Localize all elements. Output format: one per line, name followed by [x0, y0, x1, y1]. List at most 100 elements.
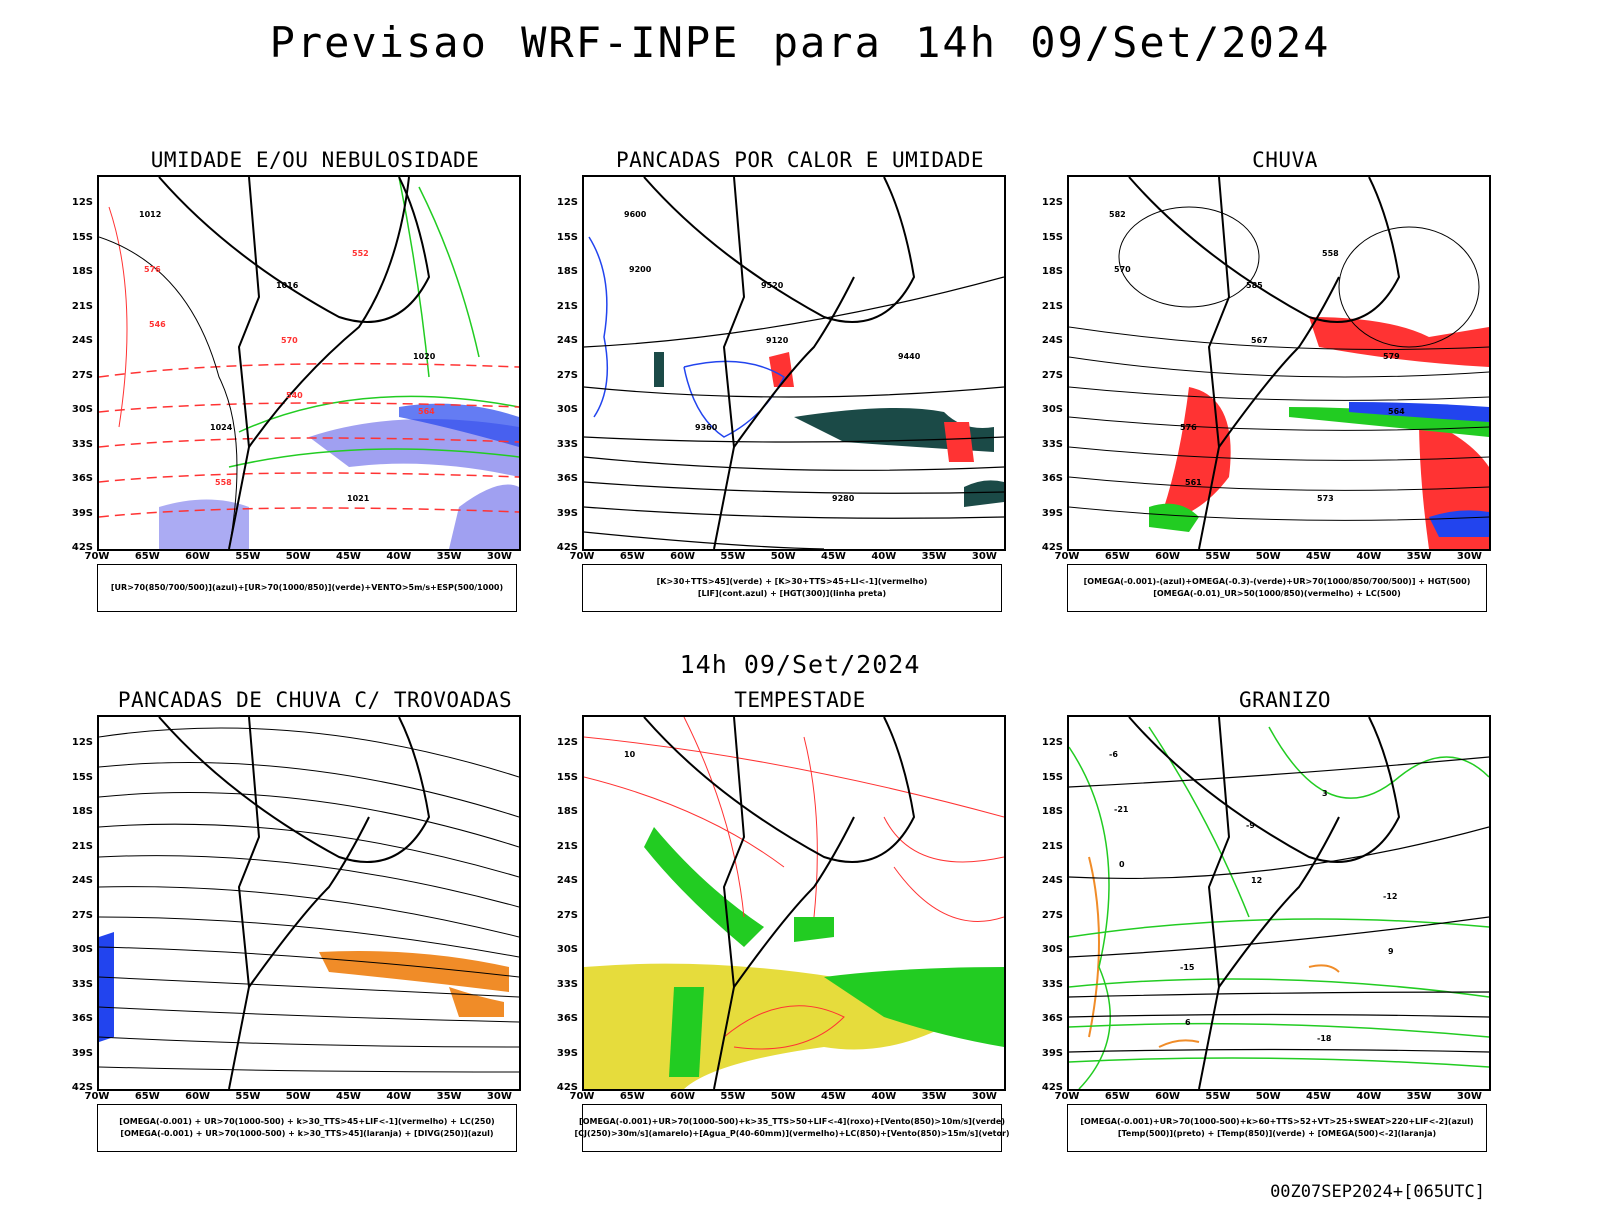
legend-line: [OMEGA(-0.001)+UR>70(1000-500)+k>60+TTS>… [1080, 1117, 1474, 1126]
lat-tick-label: 15S [71, 771, 93, 783]
contour-label: 0 [1119, 860, 1125, 869]
lat-tick-label: 12S [1041, 737, 1063, 748]
lat-tick-label: 21S [1041, 840, 1063, 852]
legend-box: [UR>70(850/700/500)](azul)+[UR>70(1000/8… [97, 564, 517, 612]
lat-tick-label: 30S [71, 944, 93, 955]
lat-tick-label: 12S [556, 197, 578, 208]
lat-tick-label: 21S [556, 300, 578, 312]
lat-tick-label: 39S [556, 1047, 578, 1059]
lat-tick-label: 36S [71, 1013, 93, 1024]
lat-tick-label: 27S [1041, 369, 1063, 381]
lon-tick-label: 30W [486, 1091, 512, 1102]
lat-tick-label: 30S [1041, 944, 1063, 955]
lon-tick-label: 65W [134, 551, 160, 562]
lat-tick-label: 36S [71, 473, 93, 484]
contour-label: 12 [1251, 876, 1262, 885]
lon-tick-label: 70W [569, 551, 595, 562]
lat-tick-label: 18S [1041, 806, 1063, 817]
map-area[interactable]: -6 -9 -12 -15 -18 -21 12 9 6 3 0 [1067, 715, 1491, 1091]
lon-tick-label: 45W [1306, 551, 1331, 562]
lon-tick-label: 65W [1104, 1091, 1130, 1102]
mid-date: 14h 09/Set/2024 [679, 650, 921, 679]
lon-tick-label: 70W [84, 1091, 110, 1102]
map-area[interactable]: 10 [582, 715, 1006, 1091]
contour-label: 552 [352, 249, 369, 258]
lat-tick-label: 24S [556, 335, 578, 346]
contour-label: 9200 [629, 265, 652, 274]
lat-tick-label: 36S [1041, 473, 1063, 484]
lon-tick-label: 60W [670, 1091, 696, 1102]
lon-tick-label: 35W [436, 1091, 462, 1102]
tempestade-map: 10 [584, 717, 1004, 1089]
lon-tick-label: 40W [386, 551, 412, 562]
lon-tick-label: 70W [1054, 1091, 1080, 1102]
lon-tick-label: 35W [1406, 551, 1432, 562]
contour-label: 1021 [347, 494, 370, 503]
contour-label: 9520 [761, 281, 784, 290]
lon-tick-label: 45W [821, 1091, 846, 1102]
lat-tick-label: 30S [556, 404, 578, 415]
lat-tick-label: 24S [71, 335, 93, 346]
lon-tick-label: 45W [336, 551, 361, 562]
lat-tick-label: 33S [1041, 438, 1063, 450]
lon-tick-label: 65W [1104, 551, 1130, 562]
legend-line: [OMEGA(-0.001) + UR>70(1000-500) + k>30_… [120, 1129, 494, 1138]
lon-tick-label: 55W [235, 551, 261, 562]
map-area[interactable]: 1012 1016 1020 1024 1021 576 570 564 558 552 546 54… [97, 175, 521, 551]
lat-tick-label: 30S [556, 944, 578, 955]
legend-line: [OMEGA(-0.001) + UR>70(1000-500) + k>30_… [119, 1117, 495, 1126]
contour-label: 570 [281, 336, 298, 345]
lon-tick-label: 40W [1356, 1091, 1382, 1102]
panel-title: TEMPESTADE [734, 688, 866, 712]
lat-tick-label: 39S [1041, 507, 1063, 519]
contour-label: 9 [1388, 947, 1394, 956]
lon-tick-label: 40W [386, 1091, 412, 1102]
lat-tick-label: 33S [71, 438, 93, 450]
lat-tick-label: 18S [556, 806, 578, 817]
lon-tick-label: 70W [84, 551, 110, 562]
umidade-map: 1012 1016 1020 1024 1021 576 570 564 558 552 546 54… [99, 177, 519, 549]
lat-tick-label: 30S [1041, 404, 1063, 415]
panel-pancadas-calor: PANCADAS POR CALOR E UMIDADE 9600 9520 944… [557, 148, 1020, 668]
contour-label: 6 [1185, 1018, 1191, 1027]
lat-tick-label: 36S [1041, 1013, 1063, 1024]
legend-line: [Temp(500)](preto) + [Temp(850)](verde) … [1117, 1129, 1437, 1138]
lon-tick-label: 70W [1054, 551, 1080, 562]
legend-line: [K>30+TTS>45](verde) + [K>30+TTS>45+LI<-… [656, 577, 928, 586]
lon-tick-label: 30W [1456, 1091, 1482, 1102]
lon-tick-label: 40W [871, 551, 897, 562]
legend-box: [OMEGA(-0.001) + UR>70(1000-500) + k>30_… [97, 1104, 517, 1152]
lon-tick-label: 55W [1205, 551, 1231, 562]
panel-title: CHUVA [1252, 148, 1318, 172]
lat-tick-label: 42S [1041, 542, 1063, 553]
panel-title: GRANIZO [1238, 688, 1331, 712]
lon-tick-label: 35W [921, 1091, 947, 1102]
lon-tick-label: 35W [921, 551, 947, 562]
contour-label: -9 [1246, 821, 1255, 830]
lon-tick-label: 55W [235, 1091, 261, 1102]
panel-trovoadas: PANCADAS DE CHUVA C/ TROVOADAS [OMEGA(-0… [72, 688, 535, 1208]
lat-tick-label: 27S [71, 369, 93, 381]
map-area[interactable] [97, 715, 521, 1091]
contour-label: 576 [1180, 423, 1197, 432]
lat-tick-label: 12S [1041, 197, 1063, 208]
panel-tempestade: TEMPESTADE 10 [OMEGA(-0.001)+UR>70(1000-… [557, 688, 1020, 1208]
legend-line: [OMEGA(-0.01)_UR>50(1000/850)(vermelho) … [1153, 589, 1401, 598]
map-area[interactable]: 582 585 579 576 573 570 567 564 561 558 [1067, 175, 1491, 551]
legend-box: [OMEGA(-0.001)-(azul)+OMEGA(-0.3)-(verde… [1067, 564, 1487, 612]
legend-line: [OMEGA(-0.001)-(azul)+OMEGA(-0.3)-(verde… [1083, 577, 1471, 586]
lon-tick-label: 60W [670, 551, 696, 562]
lon-tick-label: 30W [486, 551, 512, 562]
map-area[interactable]: 9600 9520 9440 9360 9280 9200 9120 [582, 175, 1006, 551]
lon-tick-label: 45W [821, 551, 846, 562]
contour-label: 9120 [766, 336, 789, 345]
lat-tick-label: 24S [1041, 875, 1063, 886]
contour-label: 9440 [898, 352, 921, 361]
contour-label: 567 [1251, 336, 1268, 345]
lat-tick-label: 15S [556, 771, 578, 783]
lon-tick-label: 60W [185, 1091, 211, 1102]
lat-tick-label: 24S [556, 875, 578, 886]
lon-tick-label: 35W [1406, 1091, 1432, 1102]
lon-tick-label: 60W [1155, 551, 1181, 562]
lon-tick-label: 30W [971, 551, 997, 562]
